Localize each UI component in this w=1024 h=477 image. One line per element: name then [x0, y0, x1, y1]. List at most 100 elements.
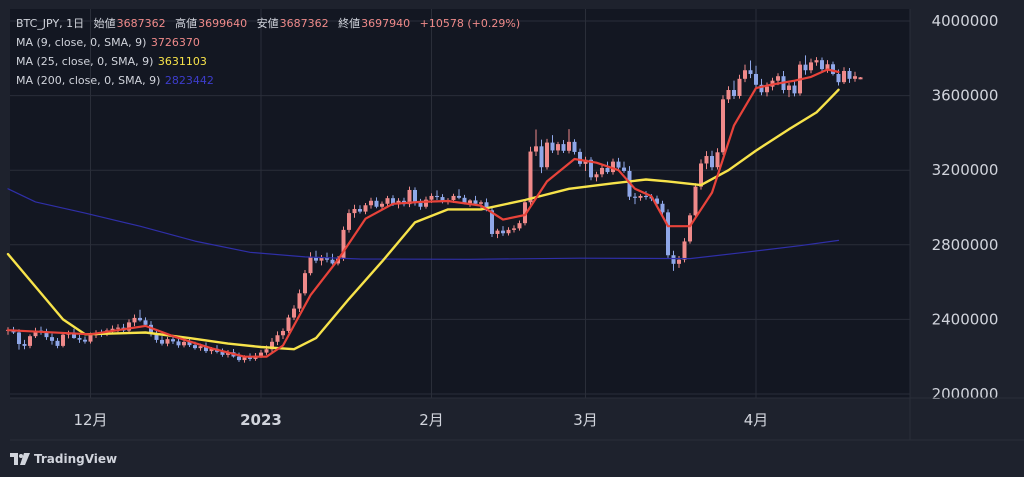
candle-body	[743, 70, 747, 79]
candle-body	[143, 320, 148, 325]
candle-body	[836, 73, 841, 83]
candle-body	[682, 241, 687, 260]
candle-body	[847, 70, 852, 79]
price-tick-label: 2400000	[932, 310, 999, 328]
candle-body	[787, 85, 791, 91]
legend-ma9-value: 3726370	[150, 36, 200, 49]
candle-body	[589, 159, 593, 178]
legend-ma9-name: MA (9, close, 0, SMA, 9)	[16, 36, 147, 49]
legend-ohlc-row: BTC_JPY, 1日 始値3687362 高値3699640 安値368736…	[16, 17, 521, 30]
candle-body	[842, 70, 846, 83]
moving-average-lines	[6, 68, 840, 358]
candle-body	[556, 144, 560, 151]
candle-body	[600, 167, 604, 175]
candle-body	[220, 351, 225, 355]
candle-body	[165, 339, 170, 344]
candle-body	[825, 64, 830, 70]
candle-body	[198, 346, 203, 349]
candle-body	[732, 90, 736, 96]
candle-body	[677, 259, 681, 264]
candle-body	[418, 203, 423, 207]
candle-body	[160, 339, 164, 344]
candle-body	[754, 73, 758, 85]
candle-body	[457, 195, 461, 198]
legend-ma9-row[interactable]: MA (9, close, 0, SMA, 9) 3726370	[16, 33, 520, 52]
candle-body	[116, 327, 120, 329]
legend-high-label: 高値	[175, 17, 198, 30]
candle-body	[380, 203, 384, 207]
candle-body	[737, 78, 742, 96]
candle-body	[429, 195, 434, 200]
candle-body	[809, 62, 813, 71]
candle-body	[572, 141, 577, 152]
legend-interval[interactable]: 1日	[66, 17, 85, 30]
candle-body	[858, 77, 863, 80]
legend-low-value: 3687362	[279, 17, 329, 30]
candle-body	[369, 200, 373, 206]
candle-body	[259, 352, 263, 356]
candle-body	[132, 317, 137, 323]
legend-open-label: 始値	[93, 17, 116, 30]
candle-body	[44, 332, 49, 338]
candle-body	[550, 142, 555, 151]
tradingview-logo-icon	[10, 453, 30, 465]
candle-body	[561, 144, 566, 151]
candle-body	[468, 200, 472, 204]
legend-ma200-name: MA (200, close, 0, SMA, 9)	[16, 74, 161, 87]
candle-body	[182, 341, 186, 346]
candle-body	[644, 195, 648, 198]
candle-body	[506, 229, 511, 234]
candle-body	[292, 308, 296, 318]
price-tick-label: 3600000	[932, 87, 999, 105]
candle-body	[688, 215, 692, 242]
candle-body	[407, 189, 412, 205]
candle-body	[138, 317, 142, 321]
candle-body	[127, 322, 131, 331]
candle-body	[671, 255, 676, 264]
legend-ma200-row[interactable]: MA (200, close, 0, SMA, 9) 2823442	[16, 71, 520, 90]
candle-body	[72, 332, 76, 339]
price-tick-label: 3200000	[932, 161, 999, 179]
candle-body	[523, 202, 527, 224]
candle-body	[341, 229, 346, 259]
candle-body	[451, 195, 456, 201]
legend-ma25-name: MA (25, close, 0, SMA, 9)	[16, 55, 154, 68]
candle-body	[715, 152, 720, 168]
candle-body	[374, 200, 379, 207]
tradingview-logo-text: TradingView	[34, 452, 118, 466]
candle-body	[325, 257, 329, 260]
legend-ma200-value: 2823442	[164, 74, 214, 87]
legend-ma25-row[interactable]: MA (25, close, 0, SMA, 9) 3631103	[16, 52, 520, 71]
candle-body	[539, 146, 544, 168]
candle-body	[83, 339, 87, 342]
tradingview-logo[interactable]: TradingView	[10, 452, 117, 466]
candle-body	[616, 161, 621, 168]
candle-body	[721, 99, 725, 153]
candle-body	[303, 273, 307, 294]
legend-symbol[interactable]: BTC_JPY	[16, 17, 60, 30]
candle-body	[385, 198, 390, 204]
candle-body	[693, 186, 698, 216]
legend-high-value: 3699640	[198, 17, 248, 30]
candle-body	[512, 228, 516, 230]
candle-body	[33, 330, 38, 337]
price-tick-label: 4000000	[932, 12, 999, 30]
candle-body	[242, 357, 247, 361]
candle-body	[490, 210, 494, 234]
price-axis[interactable]: 2000000 2400000 2800000 3200000 3600000 40000…	[909, 9, 999, 440]
time-tick-label: 3月	[573, 411, 598, 429]
candle-body	[440, 197, 445, 202]
candle-body	[308, 256, 313, 274]
candle-body	[605, 167, 610, 173]
time-axis[interactable]: 12月 2023 2月 3月 4月	[10, 397, 1024, 441]
candle-body	[567, 141, 571, 151]
legend-close-label: 終値	[338, 17, 361, 30]
candle-body	[281, 330, 285, 336]
legend-open-value: 3687362	[116, 17, 166, 30]
candle-body	[666, 212, 670, 256]
candle-body	[424, 199, 428, 207]
legend-low-label: 安値	[256, 17, 279, 30]
candle-body	[633, 196, 637, 198]
